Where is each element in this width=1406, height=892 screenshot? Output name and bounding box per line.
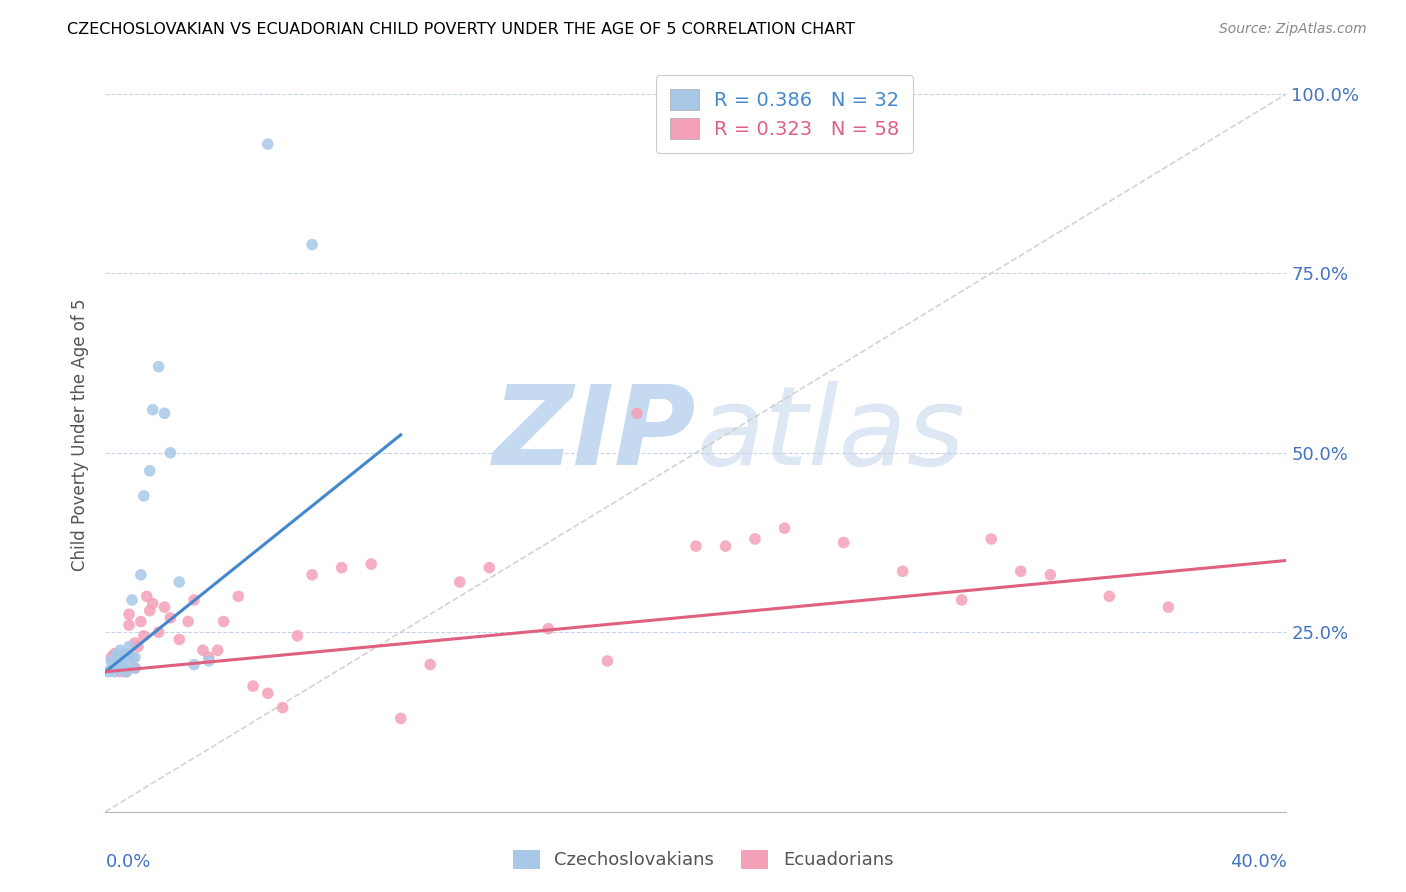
Point <box>301 567 323 582</box>
Point <box>596 654 619 668</box>
Point <box>1039 567 1062 582</box>
Point <box>129 615 152 629</box>
Point <box>100 661 122 675</box>
Text: ZIP: ZIP <box>492 382 696 488</box>
Y-axis label: Child Poverty Under the Age of 5: Child Poverty Under the Age of 5 <box>72 299 90 571</box>
Point <box>118 640 141 654</box>
Point <box>537 622 560 636</box>
Point <box>135 590 157 604</box>
Legend: R = 0.386   N = 32, R = 0.323   N = 58: R = 0.386 N = 32, R = 0.323 N = 58 <box>657 75 912 153</box>
Point <box>478 560 501 574</box>
Point <box>118 618 141 632</box>
Point <box>124 661 146 675</box>
Point <box>121 650 143 665</box>
Point <box>110 665 132 679</box>
Point <box>226 590 250 604</box>
Point <box>183 593 205 607</box>
Point <box>124 661 146 675</box>
Point <box>330 560 353 574</box>
Point <box>714 539 737 553</box>
Point <box>103 665 125 679</box>
Point <box>115 647 138 661</box>
Point <box>153 406 176 420</box>
Point <box>1098 590 1121 604</box>
Point <box>138 604 162 618</box>
Point <box>105 647 128 661</box>
Point <box>159 446 181 460</box>
Point <box>1157 600 1180 615</box>
Point <box>191 643 214 657</box>
Point <box>118 654 141 668</box>
Point <box>138 464 162 478</box>
Point <box>115 647 138 661</box>
Point <box>419 657 441 672</box>
Point <box>127 640 149 654</box>
Text: 0.0%: 0.0% <box>105 853 150 871</box>
Point <box>115 665 138 679</box>
Point <box>271 700 294 714</box>
Point <box>112 661 135 675</box>
Point <box>110 650 132 665</box>
Point <box>980 532 1002 546</box>
Point <box>105 661 128 675</box>
Point <box>744 532 766 546</box>
Point <box>148 625 170 640</box>
Point <box>129 567 152 582</box>
Point <box>124 636 146 650</box>
Point <box>183 657 205 672</box>
Point <box>626 406 648 420</box>
Text: 40.0%: 40.0% <box>1230 853 1286 871</box>
Point <box>118 607 141 622</box>
Point <box>110 661 132 675</box>
Point <box>97 665 120 679</box>
Point <box>159 611 181 625</box>
Point <box>142 597 165 611</box>
Point <box>121 593 143 607</box>
Point <box>389 711 412 725</box>
Point <box>287 629 309 643</box>
Point <box>110 643 132 657</box>
Point <box>142 402 165 417</box>
Point <box>153 600 176 615</box>
Text: CZECHOSLOVAKIAN VS ECUADORIAN CHILD POVERTY UNDER THE AGE OF 5 CORRELATION CHART: CZECHOSLOVAKIAN VS ECUADORIAN CHILD POVE… <box>67 22 856 37</box>
Point <box>891 564 914 578</box>
Text: atlas: atlas <box>696 382 965 488</box>
Point <box>112 661 135 675</box>
Text: Source: ZipAtlas.com: Source: ZipAtlas.com <box>1219 22 1367 37</box>
Point <box>115 665 138 679</box>
Point <box>103 650 125 665</box>
Point <box>100 650 122 665</box>
Point <box>256 686 278 700</box>
Point <box>242 679 264 693</box>
Point <box>100 654 122 668</box>
Point <box>103 647 125 661</box>
Point <box>169 574 191 589</box>
Point <box>1010 564 1032 578</box>
Point <box>449 574 471 589</box>
Point <box>256 137 278 152</box>
Point <box>177 615 200 629</box>
Legend: Czechoslovakians, Ecuadorians: Czechoslovakians, Ecuadorians <box>503 840 903 879</box>
Point <box>132 489 155 503</box>
Point <box>773 521 796 535</box>
Point <box>301 237 323 252</box>
Point <box>110 650 132 665</box>
Point <box>207 643 229 657</box>
Point <box>197 654 219 668</box>
Point <box>197 650 219 665</box>
Point <box>148 359 170 374</box>
Point <box>685 539 707 553</box>
Point <box>132 629 155 643</box>
Point <box>950 593 973 607</box>
Point <box>360 557 382 571</box>
Point <box>832 535 855 549</box>
Point <box>121 650 143 665</box>
Point <box>112 650 135 665</box>
Point <box>212 615 235 629</box>
Point <box>105 654 128 668</box>
Point <box>103 661 125 675</box>
Point <box>169 632 191 647</box>
Point <box>124 650 146 665</box>
Point <box>112 650 135 665</box>
